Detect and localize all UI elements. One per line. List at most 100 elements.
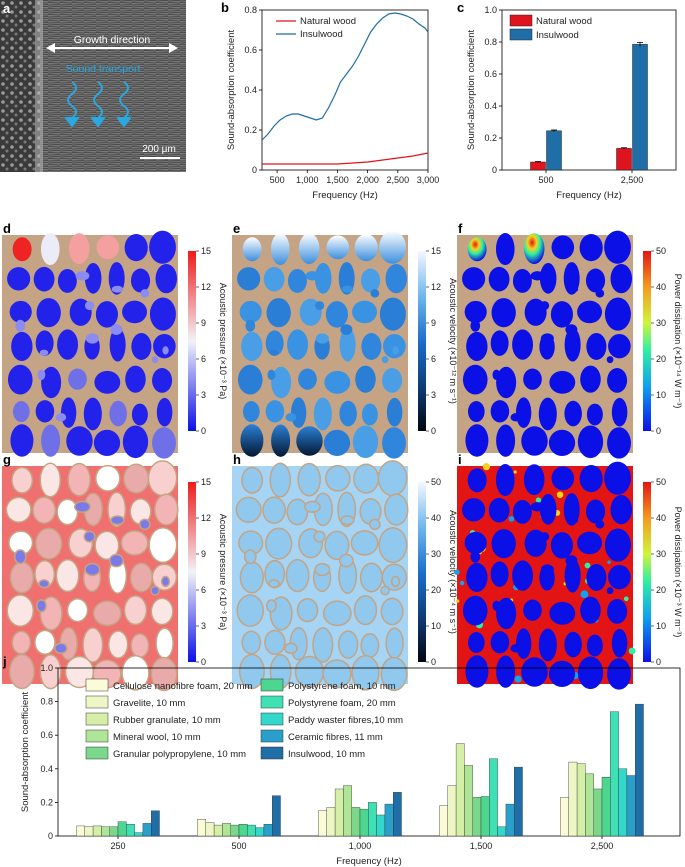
chart-j-bar <box>376 814 386 837</box>
map-cell <box>539 262 557 294</box>
map-cell <box>606 587 614 595</box>
map-cell <box>586 564 607 591</box>
chart-b-legend-label: Insulwood <box>300 29 343 40</box>
colorbar-tick-label: 0 <box>201 426 206 436</box>
map-cell <box>314 493 332 525</box>
colorbar-tick-label: 0 <box>656 426 661 436</box>
map-cell <box>386 628 403 658</box>
map-cell <box>492 600 501 612</box>
map-cell <box>530 502 545 512</box>
map-cell <box>604 461 631 495</box>
map-cell <box>271 424 291 457</box>
map-cell <box>242 632 260 654</box>
map-cell <box>354 465 378 493</box>
map-cell <box>492 369 501 381</box>
map-cell <box>290 397 307 428</box>
chart-j-legend-swatch <box>260 695 284 709</box>
map-cell <box>491 298 516 328</box>
map-cell <box>607 427 631 459</box>
map-cell <box>7 364 33 395</box>
chart-b-xlabel: Frequency (Hz) <box>312 190 377 201</box>
map-cell <box>577 656 604 690</box>
sound-transport-label: Sound transport <box>66 63 141 75</box>
map-cell <box>565 555 578 566</box>
map-cell <box>564 328 581 362</box>
map-cell <box>510 413 522 422</box>
colorbar-tick-label: 20 <box>656 585 666 595</box>
chart-j-bar <box>255 827 265 837</box>
map-cell <box>595 289 605 298</box>
map-panel-h <box>232 460 409 692</box>
chart-j-bar <box>247 824 256 837</box>
map-cell <box>385 494 408 525</box>
map-cell <box>326 235 350 260</box>
map-cell <box>93 429 121 456</box>
map-hotspot <box>535 497 542 503</box>
chart-c-legend-swatch <box>509 14 533 27</box>
map-cell <box>586 333 607 360</box>
panel-label-c: c <box>457 0 464 15</box>
map-cell <box>239 300 262 323</box>
map-cell <box>382 599 403 624</box>
map-panel-d <box>2 230 178 459</box>
map-cell <box>83 628 102 662</box>
colorbar-tick-label: 9 <box>431 318 436 328</box>
map-cell <box>540 333 554 344</box>
map-cell <box>149 230 176 264</box>
map-hotspot <box>455 599 460 603</box>
map-cell <box>35 330 54 356</box>
map-cell <box>381 587 389 595</box>
colorbar-tick-label: 3 <box>201 390 206 400</box>
chart-c-ytick-label: 0.2 <box>484 133 497 143</box>
map-cell <box>12 401 30 423</box>
map-cell <box>60 397 77 428</box>
map-cell <box>538 628 557 662</box>
map-cell <box>140 520 150 529</box>
chart-j-bar <box>101 826 110 837</box>
panel-label-e: e <box>233 221 240 236</box>
map-cell <box>298 233 320 265</box>
chart-j-bar <box>359 808 369 837</box>
chart-j-bar <box>480 796 490 837</box>
chart-j-bar <box>393 792 402 837</box>
map-cell <box>392 346 399 355</box>
map-cell <box>540 564 554 575</box>
chart-c-legend-swatch <box>509 28 533 41</box>
map-cell <box>287 560 309 591</box>
map-hotspot <box>459 580 465 586</box>
map-cell <box>585 268 606 293</box>
map-cell <box>610 494 633 525</box>
map-cell <box>109 631 127 658</box>
chart-j-ytick-label: 1.0 <box>40 663 53 673</box>
map-cell <box>266 529 291 559</box>
map-cell <box>267 600 276 612</box>
map-cell <box>270 232 290 266</box>
map-cell <box>515 628 532 659</box>
colorbar-title-f: Power dissipation (×10⁻¹⁴ W m⁻³) <box>673 274 683 409</box>
map-cell <box>352 300 378 324</box>
chart-j-bar <box>351 807 361 837</box>
map-cell <box>125 365 146 393</box>
map-cell <box>586 634 603 657</box>
map-cell <box>240 424 264 457</box>
map-cell <box>15 550 26 563</box>
colorbar-tick-label: 50 <box>656 246 666 256</box>
map-cell <box>155 263 178 294</box>
map-cell <box>40 232 60 266</box>
map-cell <box>239 531 262 554</box>
colorbar-tick-label: 10 <box>656 390 666 400</box>
map-cell <box>539 532 550 542</box>
map-cell <box>271 366 292 399</box>
map-cell <box>41 655 61 688</box>
chart-j-bar <box>263 824 273 837</box>
chart-j-bar <box>439 805 449 837</box>
chart-b-xtick-label: 1,500 <box>326 175 349 185</box>
map-cell <box>296 657 323 687</box>
map-cell <box>35 400 55 423</box>
map-cell <box>122 531 148 555</box>
map-panel-f <box>457 230 633 459</box>
map-cell <box>352 656 379 690</box>
map-cell <box>131 403 148 426</box>
map-cell <box>382 368 403 393</box>
